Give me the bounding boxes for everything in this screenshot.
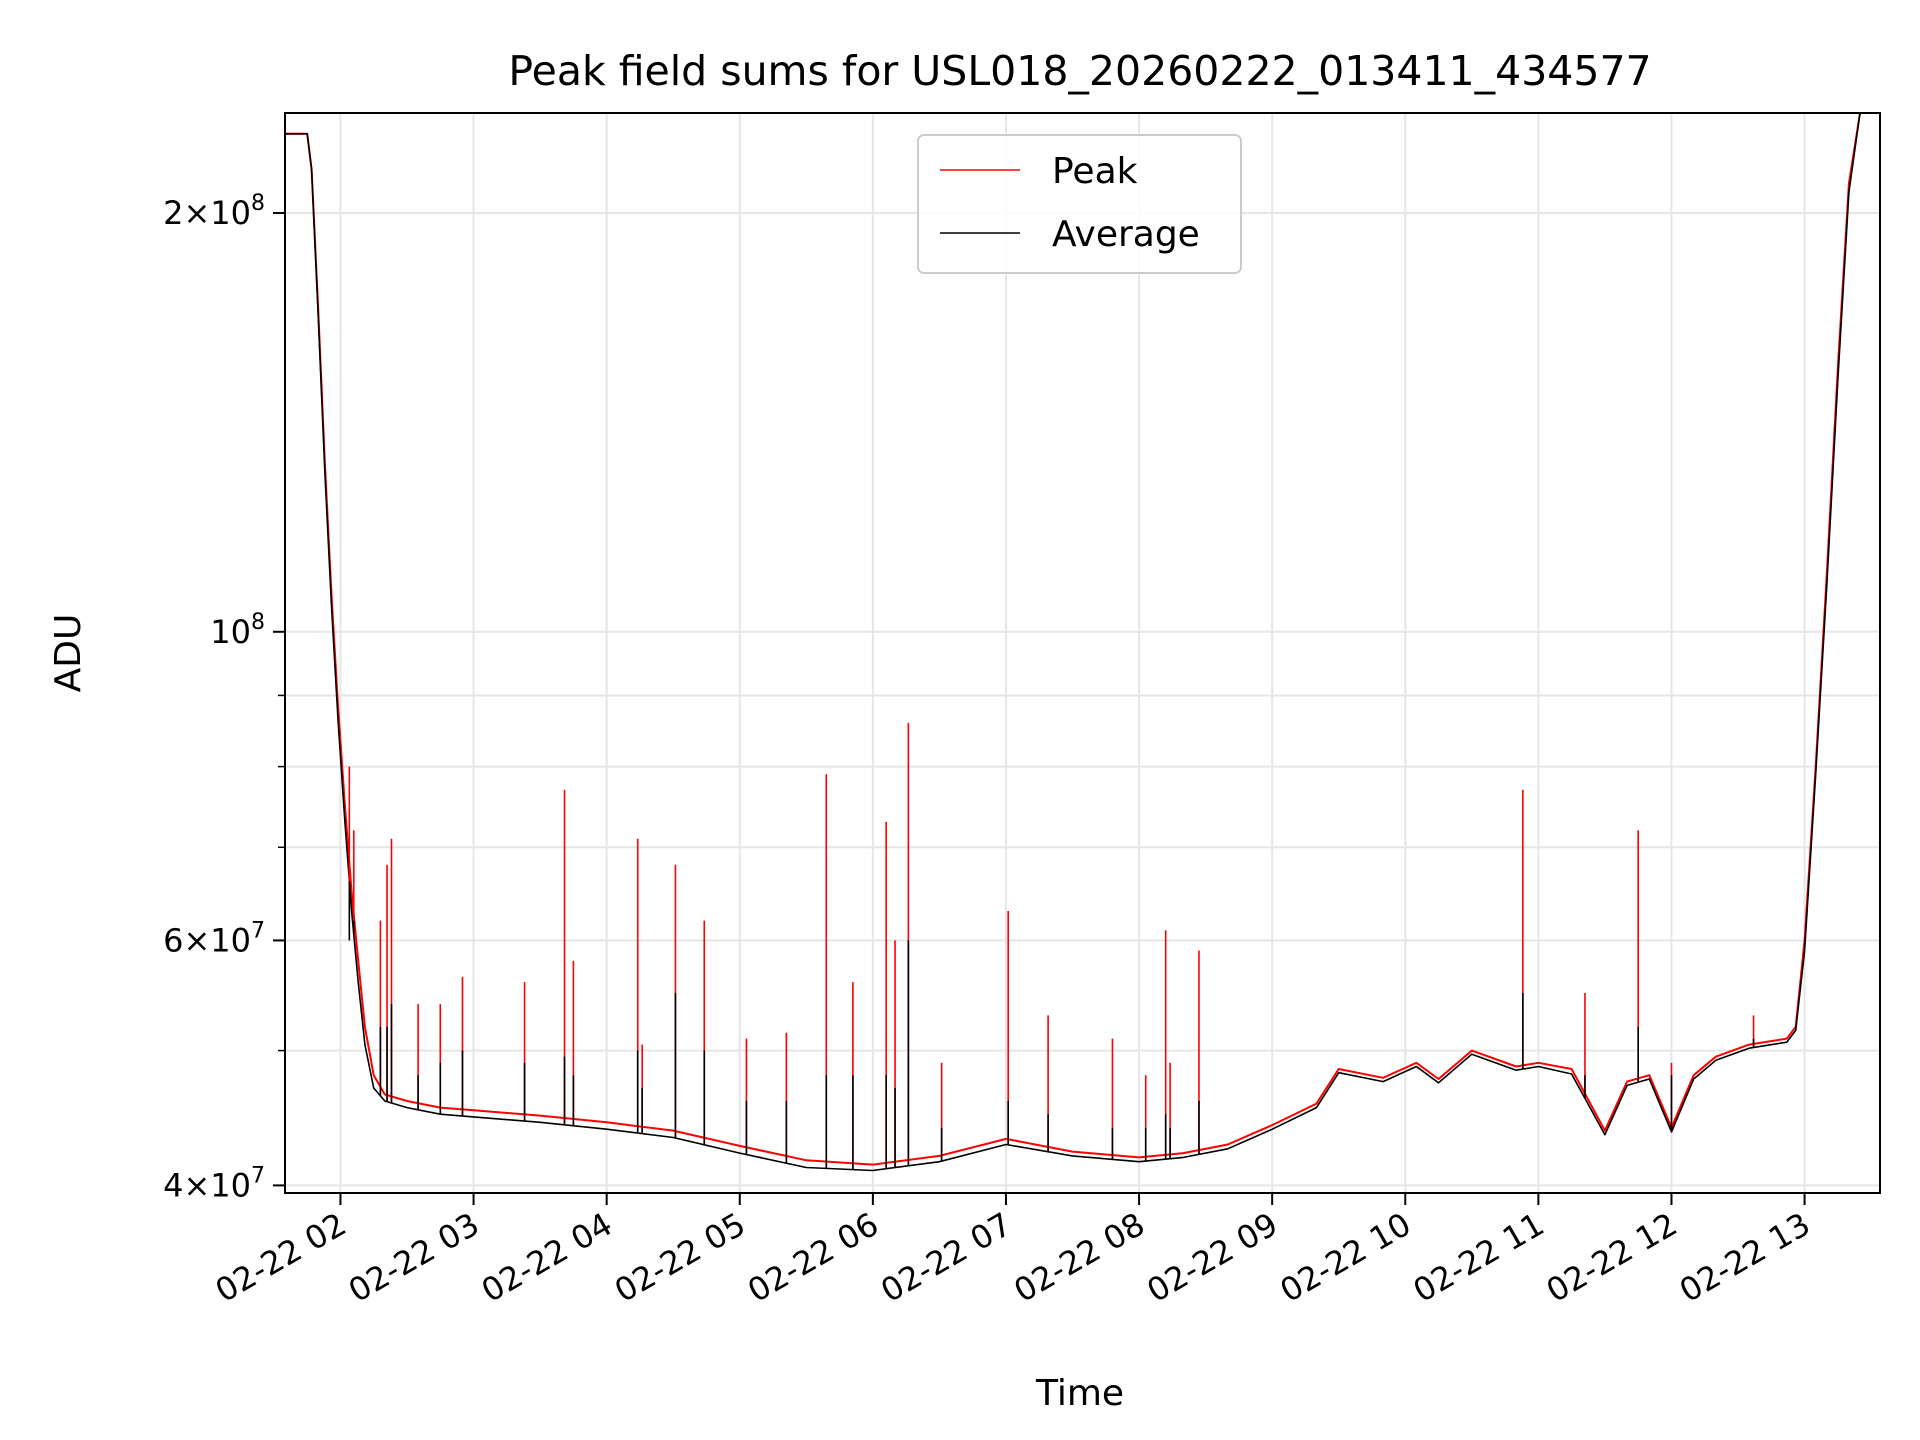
y-tick-label: 108	[210, 610, 265, 651]
legend: Peak Average	[917, 134, 1242, 274]
y-tick-label: 4×107	[163, 1163, 265, 1204]
y-axis-label: ADU	[48, 614, 89, 693]
series-line-average	[285, 112, 1861, 1172]
series-line-peak	[285, 112, 1861, 1166]
x-axis-label: Time	[1035, 1373, 1124, 1414]
legend-average-label: Average	[1052, 214, 1200, 255]
y-tick-label: 2×108	[163, 191, 265, 232]
y-tick-label: 6×107	[163, 918, 265, 959]
chart-title: Peak field sums for USL018_20260222_0134…	[508, 47, 1651, 95]
plot-area	[285, 112, 1861, 1172]
axes-frame	[284, 112, 1881, 1194]
legend-peak-label: Peak	[1052, 151, 1138, 192]
grid	[285, 113, 1880, 1193]
y-axis: 4×107 6×107 108 2×108	[163, 191, 285, 1204]
